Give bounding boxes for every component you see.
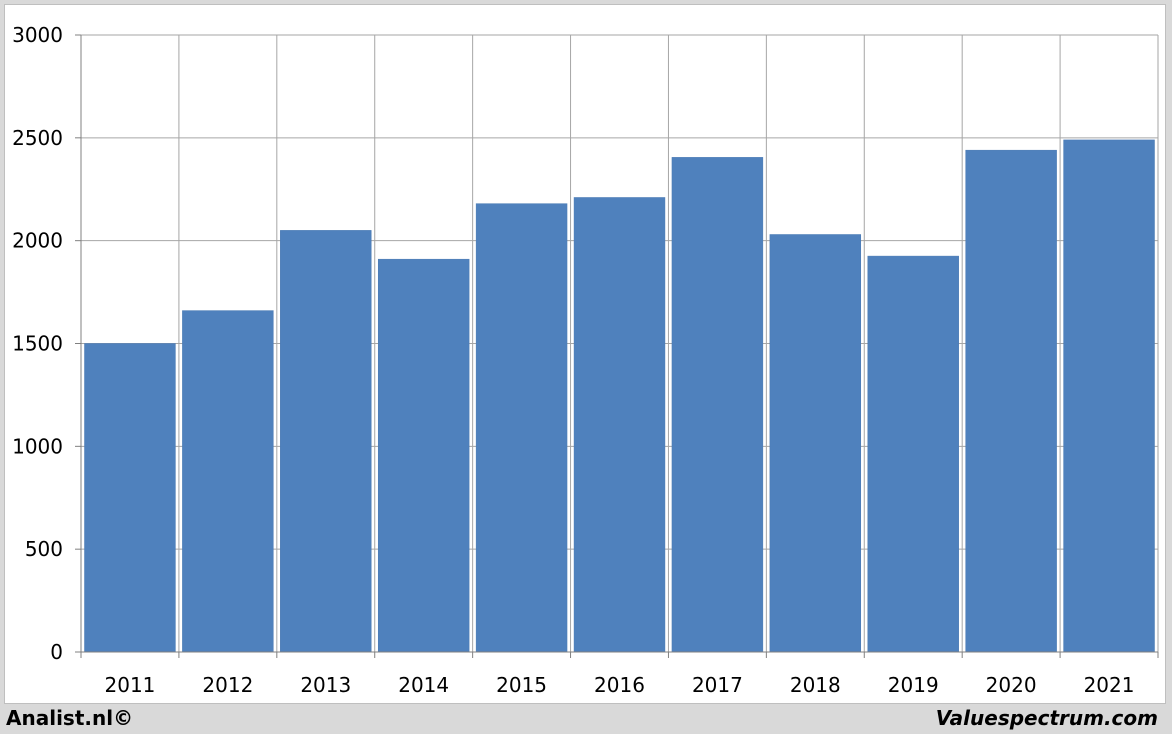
x-tick-label: 2014: [398, 673, 449, 697]
bar-2011: [84, 343, 176, 653]
labels-layer: 0 500 1000 1500 2000 2500 3000 2011 2012 2013 2014…: [12, 23, 1134, 697]
footer-source-right: Valuespectrum.com: [935, 706, 1158, 730]
axis-layer: [75, 34, 1159, 658]
x-tick-label: 2013: [300, 673, 351, 697]
y-tick-label: 500: [25, 537, 63, 561]
y-tick-label: 1500: [12, 332, 63, 356]
x-tick-label: 2021: [1084, 673, 1135, 697]
x-tick-label: 2020: [986, 673, 1037, 697]
y-tick-label: 2500: [12, 126, 63, 150]
x-tick-label: 2017: [692, 673, 743, 697]
bar-chart: 0 500 1000 1500 2000 2500 3000 2011 2012 2013 2014…: [12, 23, 1159, 697]
bar-2014: [377, 258, 470, 653]
bar-2015: [475, 203, 568, 653]
y-tick-label: 0: [50, 640, 63, 664]
y-tick-label: 1000: [12, 434, 63, 458]
bar-2016: [573, 197, 666, 653]
bar-2020: [965, 149, 1057, 653]
footer-source-left: Analist.nl©: [6, 706, 134, 730]
x-tick-label: 2018: [790, 673, 841, 697]
chart-frame: 0 500 1000 1500 2000 2500 3000 2011 2012 2013 2014…: [4, 4, 1166, 704]
y-tick-label: 2000: [12, 229, 63, 253]
x-tick-label: 2015: [496, 673, 547, 697]
bar-2019: [867, 255, 959, 653]
x-tick-label: 2019: [888, 673, 939, 697]
bar-2018: [769, 234, 862, 653]
bar-2012: [182, 310, 274, 653]
x-tick-label: 2016: [594, 673, 645, 697]
bar-2021: [1063, 139, 1155, 653]
bar-2017: [671, 157, 764, 653]
bars-layer: [84, 139, 1155, 653]
x-tick-label: 2011: [105, 673, 156, 697]
y-tick-label: 3000: [12, 23, 63, 47]
bar-2013: [280, 230, 372, 653]
x-tick-label: 2012: [202, 673, 253, 697]
